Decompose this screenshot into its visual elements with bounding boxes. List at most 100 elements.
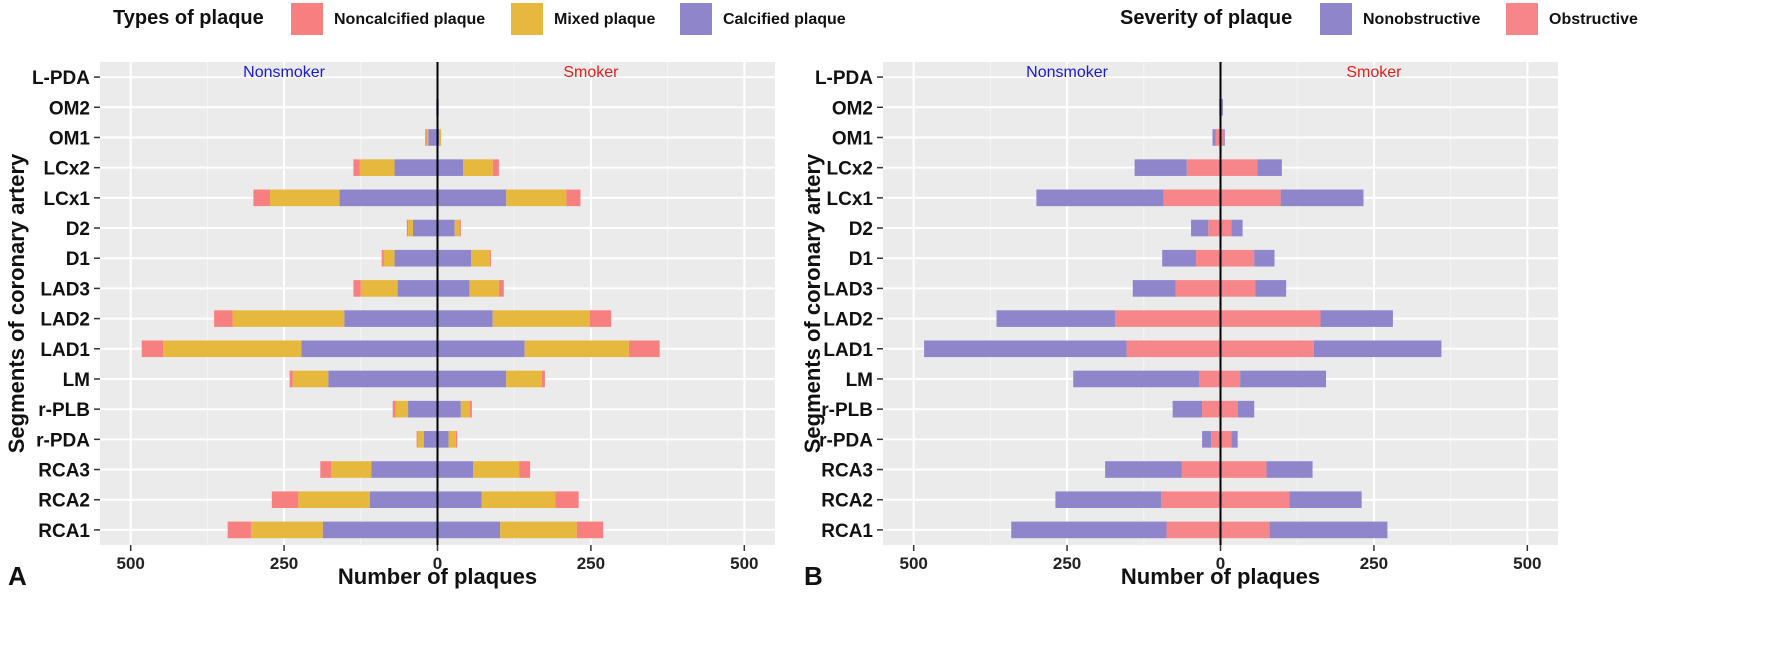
bar-smoker-r-PLB-1	[1237, 400, 1255, 418]
bar-nonsmoker-RCA3-0	[1181, 461, 1221, 478]
panel-b: Nonsmoker Smoker RCA1 RCA2 RCA3 r-PDA r-PLB LM L…	[800, 62, 1558, 591]
bar-nonsmoker-LAD2-1	[232, 310, 345, 327]
y-tick-label: RCA2	[38, 491, 90, 512]
legend-a-swatch-noncalcified	[291, 3, 323, 35]
y-tick-label: D2	[66, 219, 90, 240]
bar-smoker-RCA1-2	[576, 521, 604, 539]
bar-smoker-r-PDA-0	[437, 431, 449, 448]
bar-smoker-RCA1-0	[1220, 521, 1270, 539]
bar-nonsmoker-D2-1	[1191, 219, 1209, 237]
bar-smoker-LAD2-1	[492, 310, 590, 327]
bar-smoker-D2-1	[1231, 219, 1243, 237]
bar-nonsmoker-D1-0	[1195, 249, 1221, 267]
bar-nonsmoker-RCA1-0	[322, 521, 438, 539]
bar-nonsmoker-r-PLB-0	[1202, 400, 1221, 418]
bar-nonsmoker-LAD3-1	[1132, 280, 1176, 297]
bar-smoker-LM-1	[506, 370, 542, 388]
y-tick-label: LAD1	[40, 340, 90, 361]
bar-smoker-D2-1	[454, 219, 460, 237]
bar-smoker-r-PLB-1	[460, 400, 471, 418]
bar-nonsmoker-D2-2	[406, 219, 409, 237]
y-tick-label: LCx2	[44, 159, 90, 180]
bar-smoker-D2-0	[1220, 219, 1232, 237]
bar-nonsmoker-OM1-0	[1215, 129, 1221, 146]
y-tick-label: LM	[846, 370, 873, 391]
bar-nonsmoker-r-PDA-2	[416, 431, 418, 448]
bar-nonsmoker-RCA1-2	[227, 521, 251, 539]
bar-nonsmoker-LAD3-2	[353, 280, 361, 297]
legend-b-swatch-obstructive	[1506, 3, 1538, 35]
bar-smoker-LM-0	[1220, 370, 1241, 388]
x-tick-label: 0	[433, 554, 442, 573]
y-tick-label: LAD3	[823, 279, 873, 300]
bar-nonsmoker-D1-1	[383, 249, 395, 267]
bar-nonsmoker-LCx1-0	[1163, 189, 1221, 207]
legend-a-swatch-mixed	[511, 3, 543, 35]
nonsmoker-label: Nonsmoker	[1026, 64, 1108, 81]
bar-smoker-LAD3-0	[1220, 280, 1256, 297]
bar-smoker-r-PLB-2	[470, 400, 472, 418]
x-tick-label: 500	[899, 554, 927, 573]
bar-smoker-LCx1-2	[566, 189, 581, 207]
bar-nonsmoker-r-PDA-0	[424, 431, 438, 448]
bar-smoker-D1-1	[471, 249, 490, 267]
y-axis-title: Segments of coronary artery	[800, 153, 825, 453]
bar-smoker-RCA1-1	[500, 521, 577, 539]
bar-smoker-RCA2-2	[555, 491, 579, 509]
panel-letter: A	[8, 561, 27, 591]
y-tick-label: RCA3	[38, 461, 90, 482]
legend-a-swatch-calcified	[680, 3, 712, 35]
y-tick-label: RCA3	[821, 461, 873, 482]
y-tick-label: LM	[63, 370, 90, 391]
x-tick-label: 500	[730, 554, 758, 573]
bar-smoker-D1-0	[1220, 249, 1255, 267]
bar-smoker-D1-1	[1254, 249, 1275, 267]
bar-smoker-D1-0	[437, 249, 472, 267]
legend-a: Types of plaque Noncalcified plaque Mixe…	[113, 3, 846, 35]
bar-smoker-LCx2-2	[492, 159, 499, 176]
bar-smoker-LCx1-1	[1280, 189, 1364, 207]
bar-smoker-LCx1-0	[437, 189, 507, 207]
bar-smoker-LAD1-2	[628, 340, 660, 358]
bar-nonsmoker-RCA2-0	[370, 491, 438, 509]
bar-smoker-r-PDA-2	[455, 431, 458, 448]
y-tick-label: LAD1	[823, 340, 873, 361]
legend-a-label-mixed: Mixed plaque	[554, 11, 655, 28]
bar-smoker-LAD1-0	[437, 340, 525, 358]
nonsmoker-label: Nonsmoker	[243, 64, 325, 81]
bar-smoker-LAD3-1	[1255, 280, 1287, 297]
bar-smoker-LAD2-0	[1220, 310, 1321, 327]
bar-nonsmoker-LCx2-0	[1186, 159, 1221, 176]
bar-nonsmoker-D1-2	[381, 249, 384, 267]
bar-nonsmoker-LM-0	[1199, 370, 1221, 388]
bar-smoker-r-PDA-1	[1231, 431, 1238, 448]
y-tick-label: r-PDA	[819, 430, 873, 451]
bar-nonsmoker-LAD1-0	[1126, 340, 1221, 358]
bar-nonsmoker-LAD1-1	[924, 340, 1127, 358]
bar-nonsmoker-OM1-0	[428, 129, 438, 146]
y-tick-label: LCx1	[44, 189, 91, 210]
bar-nonsmoker-RCA2-1	[1055, 491, 1161, 509]
x-tick-label: 250	[577, 554, 605, 573]
bar-nonsmoker-RCA3-2	[320, 461, 332, 478]
x-tick-label: 500	[116, 554, 144, 573]
bar-nonsmoker-RCA2-0	[1160, 491, 1221, 509]
y-tick-label: r-PLB	[38, 400, 90, 421]
x-axis-title: Number of plaques	[1121, 564, 1320, 589]
x-tick-label: 500	[1513, 554, 1541, 573]
bar-nonsmoker-RCA3-1	[331, 461, 372, 478]
bar-smoker-LAD3-1	[469, 280, 499, 297]
bar-nonsmoker-RCA3-0	[371, 461, 438, 478]
bar-nonsmoker-LM-1	[1073, 370, 1200, 388]
bar-smoker-OM1-1	[439, 129, 442, 146]
bar-smoker-r-PDA-0	[1220, 431, 1232, 448]
bar-smoker-LM-0	[437, 370, 507, 388]
bar-nonsmoker-LAD3-1	[360, 280, 398, 297]
bar-smoker-RCA2-0	[1220, 491, 1290, 509]
bar-smoker-RCA3-2	[519, 461, 531, 478]
bar-nonsmoker-r-PDA-1	[1202, 431, 1212, 448]
bar-nonsmoker-LCx1-1	[1036, 189, 1164, 207]
bar-nonsmoker-RCA1-0	[1166, 521, 1221, 539]
smoker-label: Smoker	[563, 64, 619, 81]
